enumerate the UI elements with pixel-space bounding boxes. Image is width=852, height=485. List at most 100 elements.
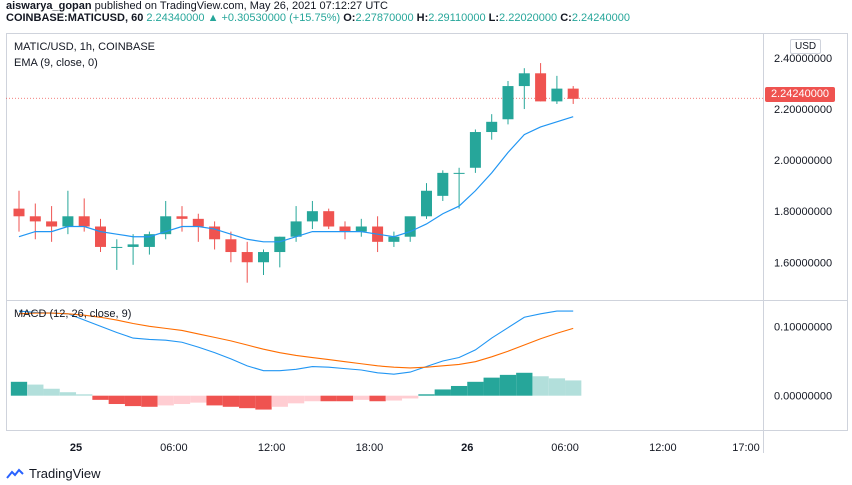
macd-histogram-bar xyxy=(450,385,468,396)
tradingview-footer[interactable]: TradingView xyxy=(6,466,101,481)
candle-body xyxy=(486,121,498,133)
price-axis-separator xyxy=(763,33,764,453)
macd-histogram-bar xyxy=(173,395,191,405)
main-series-legend[interactable]: MATIC/USD, 1h, COINBASE xyxy=(14,41,155,53)
time-axis-tick: 17:00 xyxy=(732,442,760,454)
macd-histogram-bar xyxy=(336,395,354,402)
publish-info: aiswarya_gopan published on TradingView.… xyxy=(6,0,388,12)
candle-body xyxy=(388,236,400,242)
time-axis-tick: 12:00 xyxy=(258,442,286,454)
candle-body xyxy=(241,252,253,263)
macd-histogram-bar xyxy=(418,394,435,396)
macd-histogram-bar xyxy=(141,395,158,407)
macd-histogram-bar xyxy=(222,395,240,407)
low-value: 2.22020000 xyxy=(499,12,558,24)
macd-histogram-bar xyxy=(385,395,403,401)
price-axis-tick: 2.20000000 xyxy=(774,104,832,116)
open-value: 2.27870000 xyxy=(355,12,414,24)
macd-histogram-bar xyxy=(402,395,419,399)
ohlc-bar: COINBASE:MATICUSD, 60 2.24340000 ▲ +0.30… xyxy=(6,12,630,24)
macd-axis-tick: 0.10000000 xyxy=(774,321,832,333)
candle-body xyxy=(176,216,188,219)
low-label: L: xyxy=(488,12,500,24)
macd-histogram-bar xyxy=(108,395,125,405)
macd-histogram-bar xyxy=(516,372,533,396)
price-axis-tick: 1.60000000 xyxy=(774,257,832,269)
candle-body xyxy=(469,132,481,168)
chart-frame xyxy=(6,33,848,431)
candle-body xyxy=(290,221,302,237)
tradingview-logo-icon xyxy=(6,468,24,479)
candle-body xyxy=(567,88,579,99)
macd-line xyxy=(18,310,574,375)
candle-body xyxy=(62,216,74,227)
published-text: published on TradingView.com, May 26, 20… xyxy=(91,0,388,12)
ema-legend[interactable]: EMA (9, close, 0) xyxy=(14,57,98,69)
current-price-tag: 2.24240000 xyxy=(765,87,835,102)
macd-legend[interactable]: MACD (12, 26, close, 9) xyxy=(14,308,132,320)
candle-body xyxy=(551,88,563,102)
close-value: 2.24240000 xyxy=(571,12,630,24)
author-name[interactable]: aiswarya_gopan xyxy=(6,0,92,12)
candle-body xyxy=(78,216,90,227)
candle-body xyxy=(404,216,416,237)
candle-body xyxy=(127,244,139,247)
macd-axis-tick: 0.00000000 xyxy=(774,391,832,403)
price-axis-tick: 1.80000000 xyxy=(774,206,832,218)
time-axis-tick: 25 xyxy=(70,442,82,454)
time-axis-tick: 18:00 xyxy=(356,442,384,454)
macd-histogram-bar xyxy=(27,384,44,396)
candle-body xyxy=(502,86,514,120)
macd-histogram-bar xyxy=(43,388,60,396)
price-axis-tick: 2.00000000 xyxy=(774,155,832,167)
signal-line xyxy=(18,312,574,369)
currency-badge[interactable]: USD xyxy=(790,39,822,54)
close-label: C: xyxy=(560,12,572,24)
macd-histogram-bar xyxy=(10,381,28,396)
high-label: H: xyxy=(416,12,429,24)
macd-histogram-bar xyxy=(434,389,451,396)
macd-histogram-bar xyxy=(548,378,566,396)
candle-body xyxy=(518,73,530,87)
candle-body xyxy=(339,226,351,232)
macd-histogram-bar xyxy=(124,395,142,407)
macd-histogram-bar xyxy=(255,395,272,410)
candle-body xyxy=(535,73,547,102)
macd-histogram-bar xyxy=(499,374,517,396)
macd-histogram-bar xyxy=(369,395,386,402)
time-axis-tick: 06:00 xyxy=(160,442,188,454)
macd-histogram-bar xyxy=(239,395,256,409)
open-label: O: xyxy=(343,12,356,24)
macd-histogram-bar xyxy=(157,395,174,406)
candle-body xyxy=(306,211,318,222)
macd-histogram-bar xyxy=(467,381,484,396)
high-value: 2.29110000 xyxy=(428,12,486,24)
pane-separator[interactable] xyxy=(6,300,848,301)
candle-body xyxy=(453,172,465,174)
macd-histogram-bar xyxy=(532,376,549,396)
candle-body xyxy=(323,211,335,227)
macd-histogram-bar xyxy=(59,392,77,396)
price-axis-tick: 2.40000000 xyxy=(774,53,832,65)
macd-histogram-bar xyxy=(483,377,500,396)
candle-body xyxy=(13,208,25,217)
candle-body xyxy=(160,216,172,235)
candle-body xyxy=(225,239,237,253)
candle-body xyxy=(421,190,432,217)
candle-body xyxy=(274,236,286,253)
candle-body xyxy=(192,218,204,227)
ema-line xyxy=(18,116,574,243)
macd-histogram-bar xyxy=(92,395,109,400)
macd-histogram-bar xyxy=(353,395,370,400)
brand-name: TradingView xyxy=(29,466,101,481)
candle-body xyxy=(111,246,123,248)
macd-histogram-bar xyxy=(206,395,223,406)
time-axis-tick: 12:00 xyxy=(649,442,677,454)
symbol-label: COINBASE:MATICUSD, 60 xyxy=(6,12,144,24)
last-price: 2.24340000 xyxy=(146,12,205,24)
macd-histogram-bar xyxy=(76,394,93,396)
macd-histogram-bar xyxy=(565,380,582,396)
macd-histogram-bar xyxy=(190,395,207,403)
candle-body xyxy=(437,172,449,196)
